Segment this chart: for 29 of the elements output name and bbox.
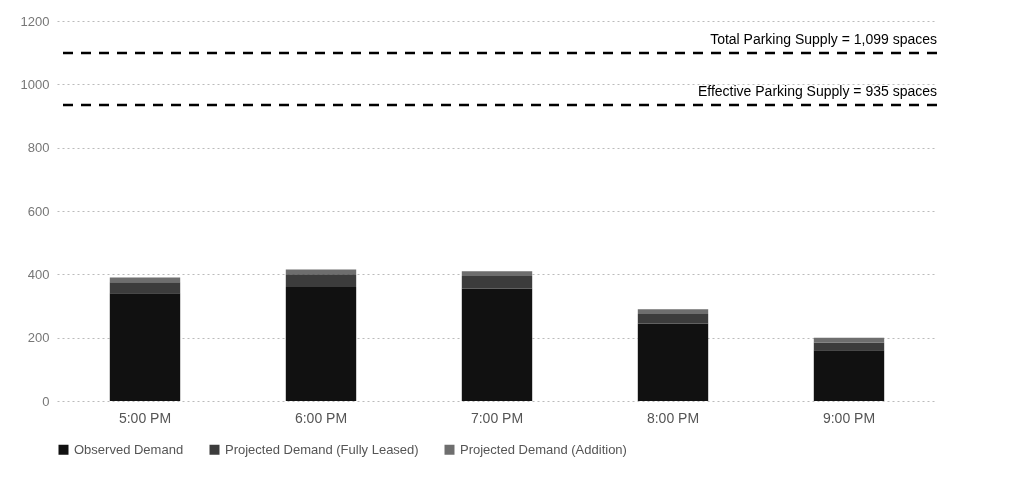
bar xyxy=(109,293,181,401)
x-tick-label: 9:00 PM xyxy=(822,409,876,426)
y-tick-label: 400 xyxy=(27,266,50,282)
x-tick-label: 8:00 PM xyxy=(646,409,700,426)
legend-label: Projected Demand (Fully Leased) xyxy=(225,441,419,457)
y-tick-label: 800 xyxy=(27,140,50,156)
x-tick-label: 7:00 PM xyxy=(470,409,524,426)
bar xyxy=(637,309,709,314)
ref-line-label: Total Parking Supply = 1,099 spaces xyxy=(710,30,937,47)
x-tick-label: 5:00 PM xyxy=(118,409,172,426)
bar xyxy=(461,271,533,276)
bar xyxy=(461,288,533,401)
y-tick-label: 0 xyxy=(42,393,50,409)
bar xyxy=(637,323,709,401)
y-tick-label: 200 xyxy=(27,330,50,346)
legend-label: Projected Demand (Addition) xyxy=(460,441,627,457)
y-tick-label: 1200 xyxy=(20,13,50,29)
x-tick-label: 6:00 PM xyxy=(294,409,348,426)
bar xyxy=(461,275,533,289)
legend-label: Observed Demand xyxy=(74,441,184,457)
ref-line-label: Effective Parking Supply = 935 spaces xyxy=(697,82,937,99)
bar xyxy=(813,350,885,401)
bar xyxy=(637,313,709,324)
bar xyxy=(285,287,357,401)
y-tick-label: 600 xyxy=(27,203,50,219)
bar xyxy=(813,342,885,351)
bar xyxy=(285,274,357,287)
y-tick-label: 1000 xyxy=(20,76,50,92)
bar xyxy=(109,282,181,294)
